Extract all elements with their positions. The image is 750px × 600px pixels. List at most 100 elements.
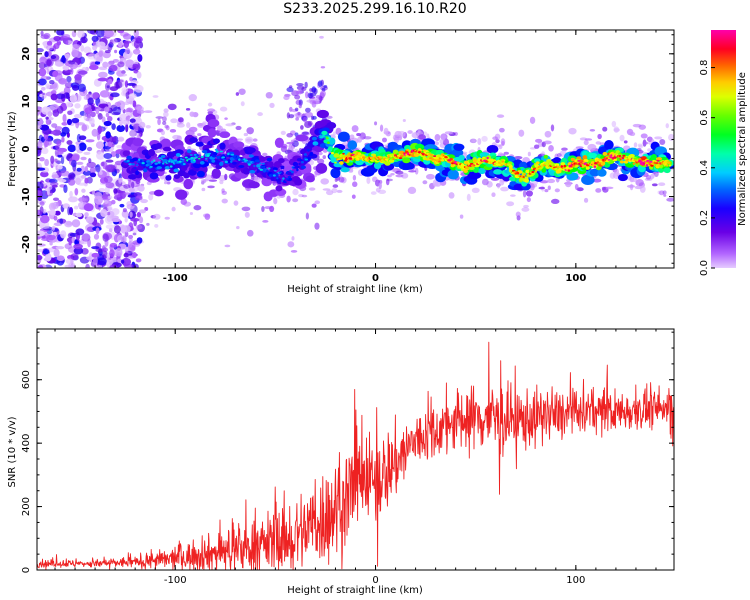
signal-blob: [145, 163, 149, 167]
noise-blob: [152, 213, 161, 220]
spectrogram-x-ticks: -100 0 100: [54, 30, 657, 284]
noise-blob: [104, 106, 110, 113]
signal-blob: [493, 162, 496, 165]
noise-blob: [561, 147, 568, 151]
signal-blob: [247, 163, 251, 166]
noise-blob: [556, 153, 562, 158]
noise-blob: [73, 247, 84, 255]
noise-blob: [68, 61, 76, 65]
signal-blob: [178, 160, 182, 163]
signal-blob: [195, 141, 204, 147]
noise-blob: [635, 179, 644, 187]
signal-blob: [199, 160, 205, 165]
noise-blob: [37, 196, 43, 202]
noise-blob: [39, 93, 43, 98]
snr-y-label: SNR (10 * v/v): [7, 416, 18, 487]
signal-blob: [384, 161, 391, 166]
noise-blob: [46, 40, 53, 46]
noise-blob: [440, 133, 446, 141]
signal-blob: [157, 161, 161, 164]
signal-blob: [155, 142, 163, 149]
snr-panel: -100 0 100 0 200 400 600 Height of straight l…: [7, 328, 675, 596]
noise-blob: [647, 148, 652, 152]
noise-blob: [61, 126, 70, 135]
noise-blob: [75, 122, 85, 126]
noise-blob: [117, 73, 128, 77]
spectrogram-signal: [119, 109, 674, 202]
signal-blob: [618, 154, 622, 157]
noise-blob: [301, 194, 308, 198]
noise-blob: [71, 159, 77, 168]
noise-blob: [414, 167, 419, 175]
signal-blob: [348, 157, 353, 160]
signal-blob: [342, 152, 345, 155]
noise-blob: [53, 215, 58, 221]
noise-blob: [71, 219, 81, 228]
noise-blob: [332, 131, 337, 136]
signal-blob: [388, 159, 395, 163]
noise-blob: [129, 118, 136, 123]
noise-blob: [106, 205, 113, 212]
noise-blob: [143, 110, 153, 113]
signal-blob: [638, 159, 642, 163]
noise-blob: [97, 112, 103, 120]
noise-blob: [98, 187, 106, 192]
noise-blob: [134, 84, 144, 93]
signal-blob: [579, 165, 583, 168]
signal-blob: [226, 154, 229, 158]
noise-blob: [116, 79, 124, 83]
signal-blob: [299, 159, 303, 162]
signal-blob: [238, 164, 245, 168]
noise-blob: [448, 192, 455, 199]
noise-blob: [498, 144, 503, 150]
noise-blob: [48, 202, 57, 211]
signal-blob: [170, 160, 174, 163]
noise-blob: [633, 142, 638, 148]
noise-blob: [67, 178, 76, 186]
noise-blob: [88, 252, 94, 260]
noise-blob: [50, 93, 58, 101]
signal-blob: [607, 158, 611, 161]
noise-blob: [139, 131, 143, 138]
noise-blob: [188, 94, 198, 102]
signal-blob: [246, 160, 251, 164]
noise-blob: [663, 194, 667, 197]
noise-blob: [98, 50, 104, 57]
noise-blob: [41, 225, 50, 229]
x-tick-label: 100: [565, 273, 586, 284]
signal-blob: [604, 140, 614, 150]
noise-blob: [109, 242, 118, 248]
noise-blob: [619, 134, 625, 142]
signal-blob: [401, 154, 404, 157]
noise-blob: [290, 249, 298, 253]
signal-blob: [432, 158, 435, 161]
signal-blob: [141, 162, 145, 165]
noise-blob: [37, 124, 42, 129]
noise-blob: [390, 172, 395, 176]
noise-blob: [54, 158, 58, 163]
noise-blob: [114, 101, 122, 107]
noise-blob: [94, 195, 103, 205]
noise-blob: [55, 93, 66, 100]
signal-blob: [663, 161, 667, 164]
signal-blob: [272, 174, 276, 177]
noise-blob: [351, 125, 359, 133]
noise-blob: [71, 49, 79, 58]
noise-blob: [100, 209, 108, 218]
noise-blob: [366, 176, 371, 185]
signal-blob: [655, 162, 659, 165]
signal-blob: [263, 165, 266, 168]
colorbar-label: Normalized spectral amplitude: [737, 72, 748, 226]
signal-blob: [292, 161, 299, 167]
noise-blob: [103, 153, 113, 160]
noise-blob: [236, 226, 240, 230]
noise-blob: [613, 126, 620, 133]
x-tick-label: 0: [372, 575, 378, 586]
noise-blob: [331, 187, 338, 194]
noise-blob: [39, 157, 45, 162]
signal-blob: [622, 154, 626, 157]
noise-blob: [45, 253, 52, 262]
noise-blob: [93, 233, 100, 240]
noise-blob: [96, 257, 107, 266]
snr-x-label: Height of straight line (km): [287, 585, 423, 596]
